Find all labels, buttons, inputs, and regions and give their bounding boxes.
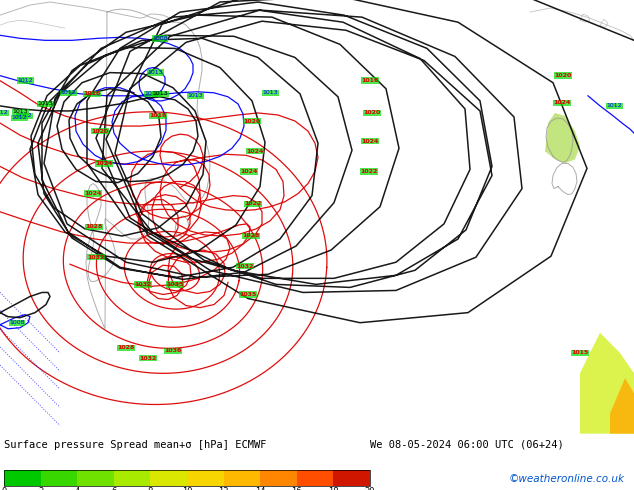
Bar: [4, 470, 41, 486]
Text: 1032: 1032: [87, 255, 105, 260]
Text: 1013: 1013: [147, 70, 163, 75]
Text: 1013: 1013: [12, 109, 28, 115]
Text: 1036: 1036: [164, 348, 182, 353]
Text: 1008: 1008: [10, 320, 25, 325]
Text: 1035: 1035: [239, 292, 257, 297]
Polygon shape: [610, 378, 634, 434]
Text: 1012: 1012: [16, 114, 32, 119]
Text: 1013: 1013: [262, 90, 278, 95]
Text: 1012: 1012: [11, 116, 27, 121]
Text: ©weatheronline.co.uk: ©weatheronline.co.uk: [509, 474, 625, 484]
Text: 1012: 1012: [17, 78, 33, 83]
Text: 1032: 1032: [139, 356, 157, 361]
Bar: [224, 470, 260, 486]
Text: Surface pressure Spread mean+σ [hPa] ECMWF: Surface pressure Spread mean+σ [hPa] ECM…: [4, 440, 266, 450]
Text: 2: 2: [38, 488, 43, 490]
Text: 1020: 1020: [554, 73, 572, 78]
Text: 16: 16: [292, 488, 302, 490]
Bar: [150, 470, 187, 486]
Text: 1020: 1020: [91, 128, 108, 134]
Text: 18: 18: [328, 488, 339, 490]
Text: 1024: 1024: [84, 191, 101, 196]
Text: 1008: 1008: [152, 36, 168, 41]
Text: 20: 20: [365, 488, 375, 490]
Polygon shape: [580, 333, 634, 434]
Bar: [113, 470, 150, 486]
Text: 6: 6: [111, 488, 117, 490]
Text: 1012: 1012: [60, 90, 76, 95]
Text: 1012: 1012: [144, 91, 160, 97]
Text: We 08-05-2024 06:00 UTC (06+24): We 08-05-2024 06:00 UTC (06+24): [370, 440, 564, 450]
Bar: [333, 470, 370, 486]
Text: 12: 12: [218, 488, 229, 490]
Text: 14: 14: [255, 488, 266, 490]
Text: 1028: 1028: [86, 224, 103, 229]
Text: 1012: 1012: [606, 103, 622, 108]
Bar: [260, 470, 297, 486]
Text: 1022: 1022: [244, 201, 262, 206]
Text: 1024: 1024: [361, 139, 378, 144]
Text: 1024: 1024: [553, 100, 571, 105]
Text: 1013: 1013: [152, 91, 168, 97]
Text: 1028: 1028: [117, 345, 134, 350]
Text: 1015: 1015: [571, 350, 589, 355]
Text: 1020: 1020: [363, 110, 380, 116]
Text: 1016: 1016: [150, 114, 167, 119]
Text: 1024: 1024: [247, 149, 264, 154]
Text: 1024: 1024: [240, 169, 257, 174]
Text: 10: 10: [182, 488, 192, 490]
Bar: [77, 470, 113, 486]
Text: 1032: 1032: [134, 282, 152, 287]
Polygon shape: [545, 113, 580, 163]
Text: 1032: 1032: [236, 264, 254, 269]
Text: 1024: 1024: [95, 161, 113, 166]
Text: 1016: 1016: [83, 91, 101, 97]
Text: 1012: 1012: [0, 110, 8, 116]
Text: 1035: 1035: [166, 282, 184, 287]
Text: 1016: 1016: [361, 78, 378, 83]
Text: 1013: 1013: [187, 93, 203, 98]
Bar: [41, 470, 77, 486]
Text: 1013: 1013: [37, 101, 53, 106]
Text: 8: 8: [148, 488, 153, 490]
Text: 1022: 1022: [360, 169, 378, 174]
Text: 1028: 1028: [242, 234, 260, 239]
Bar: [187, 470, 224, 486]
Text: 1020: 1020: [243, 119, 261, 123]
Text: 0: 0: [1, 488, 6, 490]
Bar: [4, 470, 370, 486]
Bar: [297, 470, 333, 486]
Text: 4: 4: [75, 488, 80, 490]
